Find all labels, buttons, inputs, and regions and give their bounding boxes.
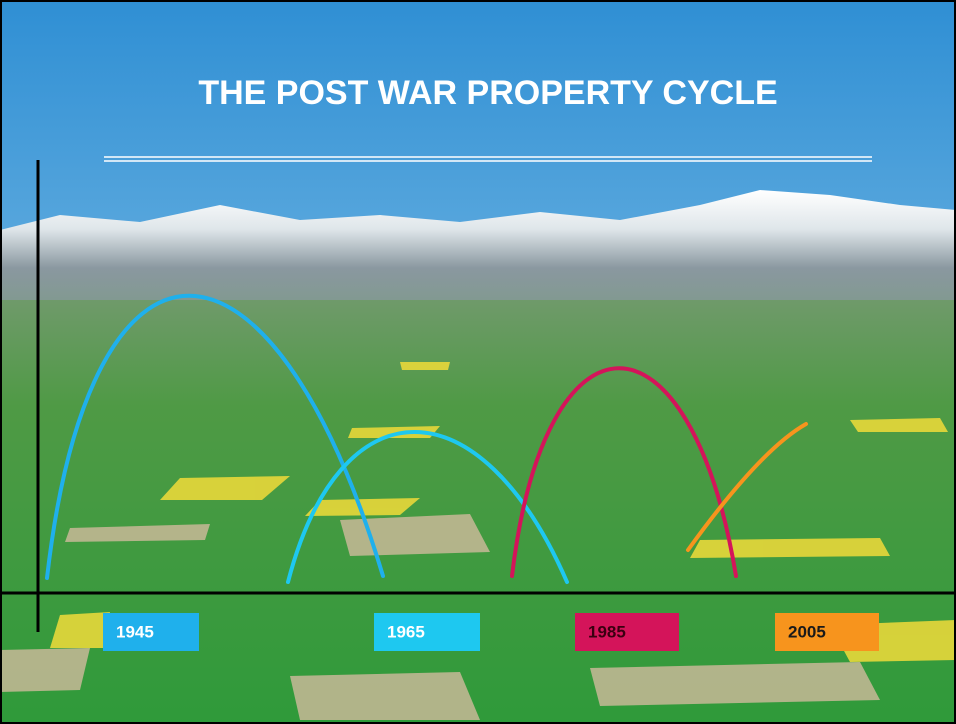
year-label: 1985 xyxy=(588,622,626,641)
year-label: 1945 xyxy=(116,622,154,641)
year-label: 1965 xyxy=(387,622,425,641)
year-label: 2005 xyxy=(788,622,826,641)
title: THE POST WAR PROPERTY CYCLE xyxy=(198,74,777,112)
slide: THE POST WAR PROPERTY CYCLE 1945 1965 19… xyxy=(0,0,956,724)
